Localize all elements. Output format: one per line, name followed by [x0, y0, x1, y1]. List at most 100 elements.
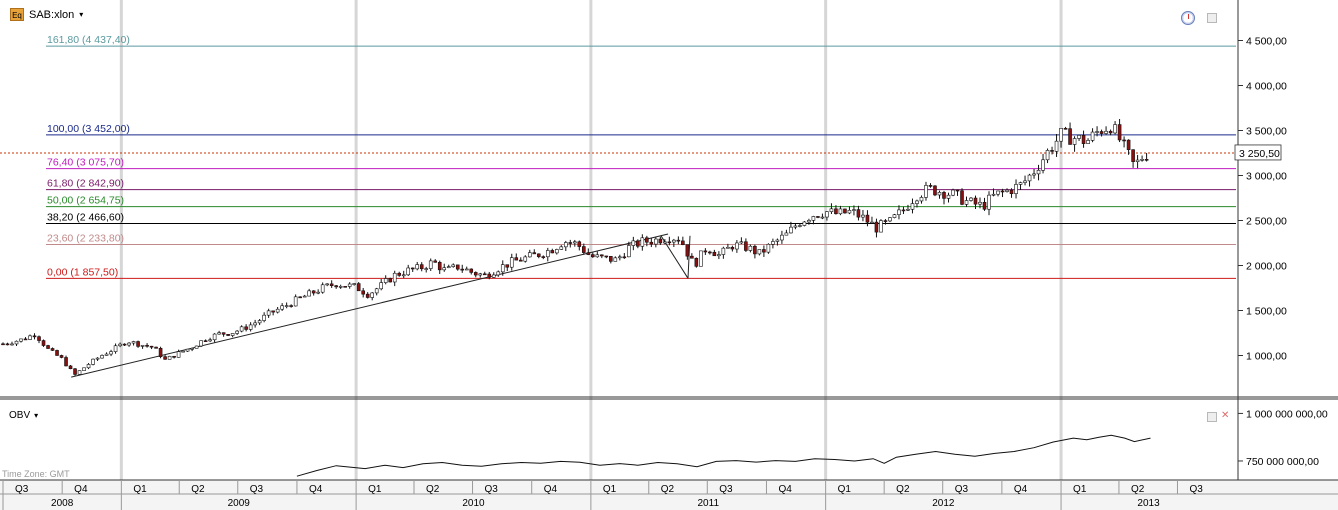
close-icon[interactable]: ✕ — [1221, 410, 1230, 421]
candle-body — [1140, 159, 1144, 161]
maximize-icon[interactable] — [1207, 13, 1217, 23]
price-readout: 3 250,50 — [1239, 148, 1280, 160]
chevron-down-icon: ▾ — [34, 411, 39, 420]
candle-body — [311, 290, 316, 294]
year-label: 2009 — [228, 498, 251, 509]
candle-body — [937, 192, 942, 196]
candle-body — [618, 256, 622, 259]
candle-body — [275, 308, 280, 313]
candle-body — [874, 221, 879, 233]
candle-body — [964, 200, 969, 205]
candle-body — [154, 346, 158, 349]
candle-body — [888, 217, 892, 222]
candle-body — [969, 197, 973, 201]
candle-body — [883, 220, 888, 222]
candle-body — [149, 345, 154, 348]
candle-body — [235, 330, 239, 334]
candle-body — [217, 332, 221, 335]
candle-body — [199, 340, 203, 347]
maximize-icon[interactable] — [1207, 412, 1217, 422]
candle-body — [946, 194, 951, 199]
candle-body — [793, 225, 798, 228]
candle-body — [239, 326, 244, 332]
candle-body — [865, 214, 870, 223]
candle-body — [428, 260, 433, 269]
fib-level-label: 61,80 (2 842,90) — [47, 178, 124, 190]
candle-body — [685, 244, 690, 257]
symbol-selector[interactable]: Eq SAB:xlon ▾ — [10, 8, 83, 21]
candle-body — [789, 226, 793, 234]
candle-body — [1054, 140, 1059, 152]
candle-body — [19, 338, 23, 342]
candle-body — [1014, 184, 1018, 194]
candle-body — [451, 264, 456, 267]
year-label: 2012 — [932, 498, 955, 509]
candle-body — [365, 293, 370, 298]
candle-body — [482, 273, 487, 276]
candle-body — [667, 241, 672, 244]
candle-body — [455, 264, 460, 270]
candle-body — [1036, 170, 1041, 175]
candle-body — [527, 252, 532, 258]
candle-body — [577, 241, 582, 247]
candle-body — [780, 234, 784, 241]
candle-body — [113, 345, 118, 352]
quarter-label: Q1 — [1073, 484, 1087, 495]
candle-body — [122, 343, 127, 346]
candle-body — [95, 357, 100, 360]
candle-body — [1104, 130, 1108, 134]
candle-body — [338, 286, 343, 288]
candle-body — [446, 266, 451, 269]
fibonacci-levels: 161,80 (4 437,40) 100,00 (3 452,00) 76,40 … — [0, 34, 1236, 279]
candle-body — [897, 209, 901, 215]
candle-body — [1009, 189, 1014, 194]
candle-body — [762, 249, 766, 253]
candle-body — [1122, 139, 1126, 142]
candle-body — [1041, 159, 1045, 171]
candle-body — [469, 268, 474, 273]
candle-body — [478, 273, 483, 276]
candle-body — [536, 253, 541, 257]
candle-body — [600, 254, 604, 257]
candle-body — [64, 357, 68, 367]
candle-body — [942, 192, 946, 199]
candle-body — [23, 338, 28, 341]
candle-body — [361, 290, 365, 295]
candle-body — [352, 283, 356, 285]
candle-body — [861, 214, 865, 218]
candle-body — [1081, 135, 1086, 144]
candle-body — [1131, 149, 1135, 162]
candle-body — [563, 242, 568, 248]
candle-body — [293, 296, 298, 307]
candle-body — [1099, 131, 1104, 134]
candle-body — [388, 278, 393, 283]
candle-body — [433, 260, 438, 263]
candle-body — [982, 201, 987, 210]
year-label: 2010 — [462, 498, 485, 509]
candle-body — [55, 350, 59, 356]
candle-body — [77, 370, 82, 375]
quarter-label: Q1 — [838, 484, 852, 495]
axis-labels: 4 500,00 4 000,00 3 500,00 3 000,00 2 500,00… — [2, 36, 1328, 510]
candle-body — [262, 314, 266, 321]
candle-body — [636, 240, 640, 247]
candle-body — [523, 256, 528, 262]
candle-body — [1063, 127, 1068, 130]
quarter-label: Q4 — [74, 484, 88, 495]
candle-body — [1005, 189, 1009, 192]
candle-body — [1072, 138, 1077, 145]
candle-body — [266, 310, 271, 316]
candle-body — [712, 251, 717, 257]
price-readout-box — [1234, 144, 1282, 161]
candle-body — [609, 256, 613, 262]
candle-body — [1, 343, 5, 346]
time-axis-background — [0, 480, 1338, 510]
candle-body — [649, 241, 654, 245]
candle-body — [1023, 180, 1027, 183]
quarter-label: Q4 — [778, 484, 792, 495]
indicator-selector[interactable]: OBV ▾ — [9, 410, 38, 421]
clock-icon[interactable] — [1181, 11, 1195, 25]
candle-body — [744, 241, 748, 251]
candle-body — [473, 272, 478, 276]
